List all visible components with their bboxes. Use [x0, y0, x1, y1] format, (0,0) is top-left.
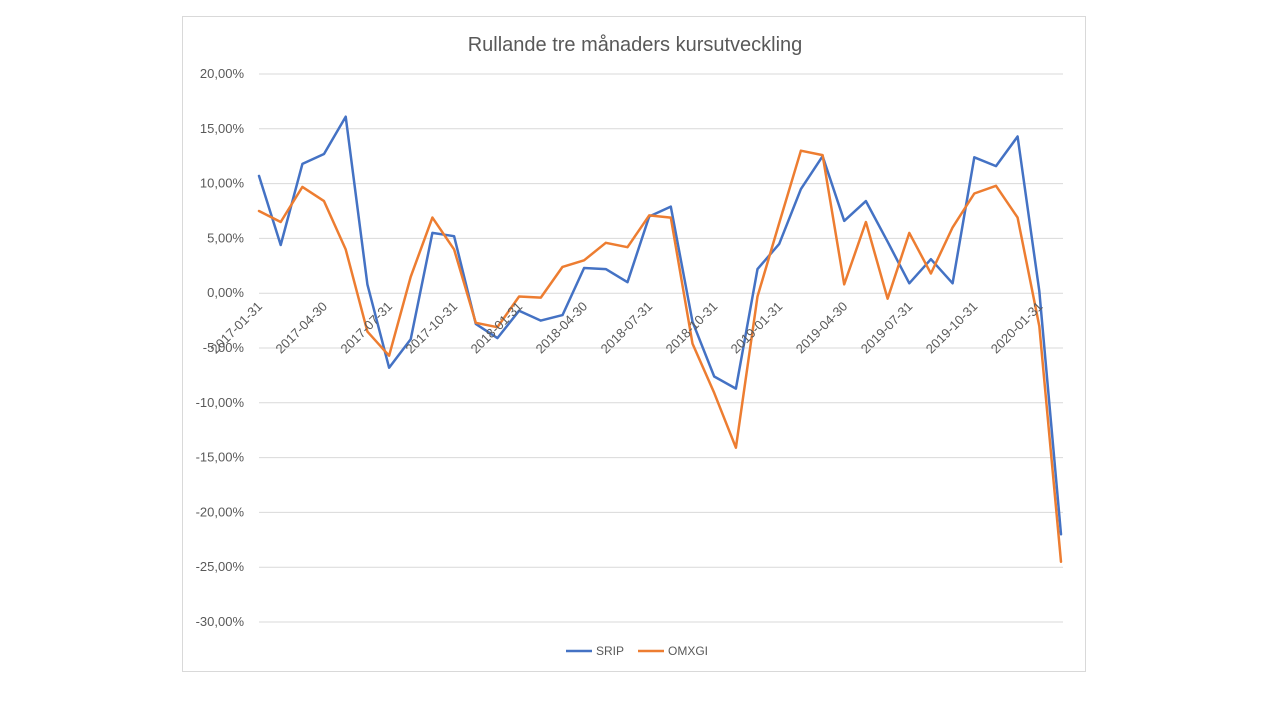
y-tick-label: -10,00% — [196, 395, 245, 410]
legend-label-srip: SRIP — [596, 644, 624, 658]
line-chart: Rullande tre månaders kursutveckling 20,… — [196, 34, 1063, 658]
y-axis-tick-labels: 20,00% 15,00% 10,00% 5,00% 0,00% -5,00% -10,00… — [196, 66, 245, 629]
chart-title: Rullande tre månaders kursutveckling — [468, 34, 803, 56]
legend-label-omxgi: OMXGI — [668, 644, 708, 658]
y-tick-label: -5,00% — [203, 340, 245, 355]
y-tick-label: 5,00% — [207, 230, 244, 245]
y-tick-label: -30,00% — [196, 614, 245, 629]
y-tick-label: -15,00% — [196, 450, 245, 465]
y-tick-label: 15,00% — [200, 121, 245, 136]
chart-area: Rullande tre månaders kursutveckling 20,… — [182, 16, 1086, 672]
y-tick-label: 10,00% — [200, 176, 245, 191]
y-tick-label: -25,00% — [196, 559, 245, 574]
y-tick-label: 20,00% — [200, 66, 245, 81]
y-tick-label: 0,00% — [207, 285, 244, 300]
legend: SRIP OMXGI — [566, 644, 708, 658]
series-lines — [257, 115, 1063, 563]
series-line-omxgi — [257, 149, 1063, 563]
gridlines — [259, 73, 1063, 623]
series-line-srip — [257, 115, 1063, 536]
y-tick-label: -20,00% — [196, 504, 245, 519]
